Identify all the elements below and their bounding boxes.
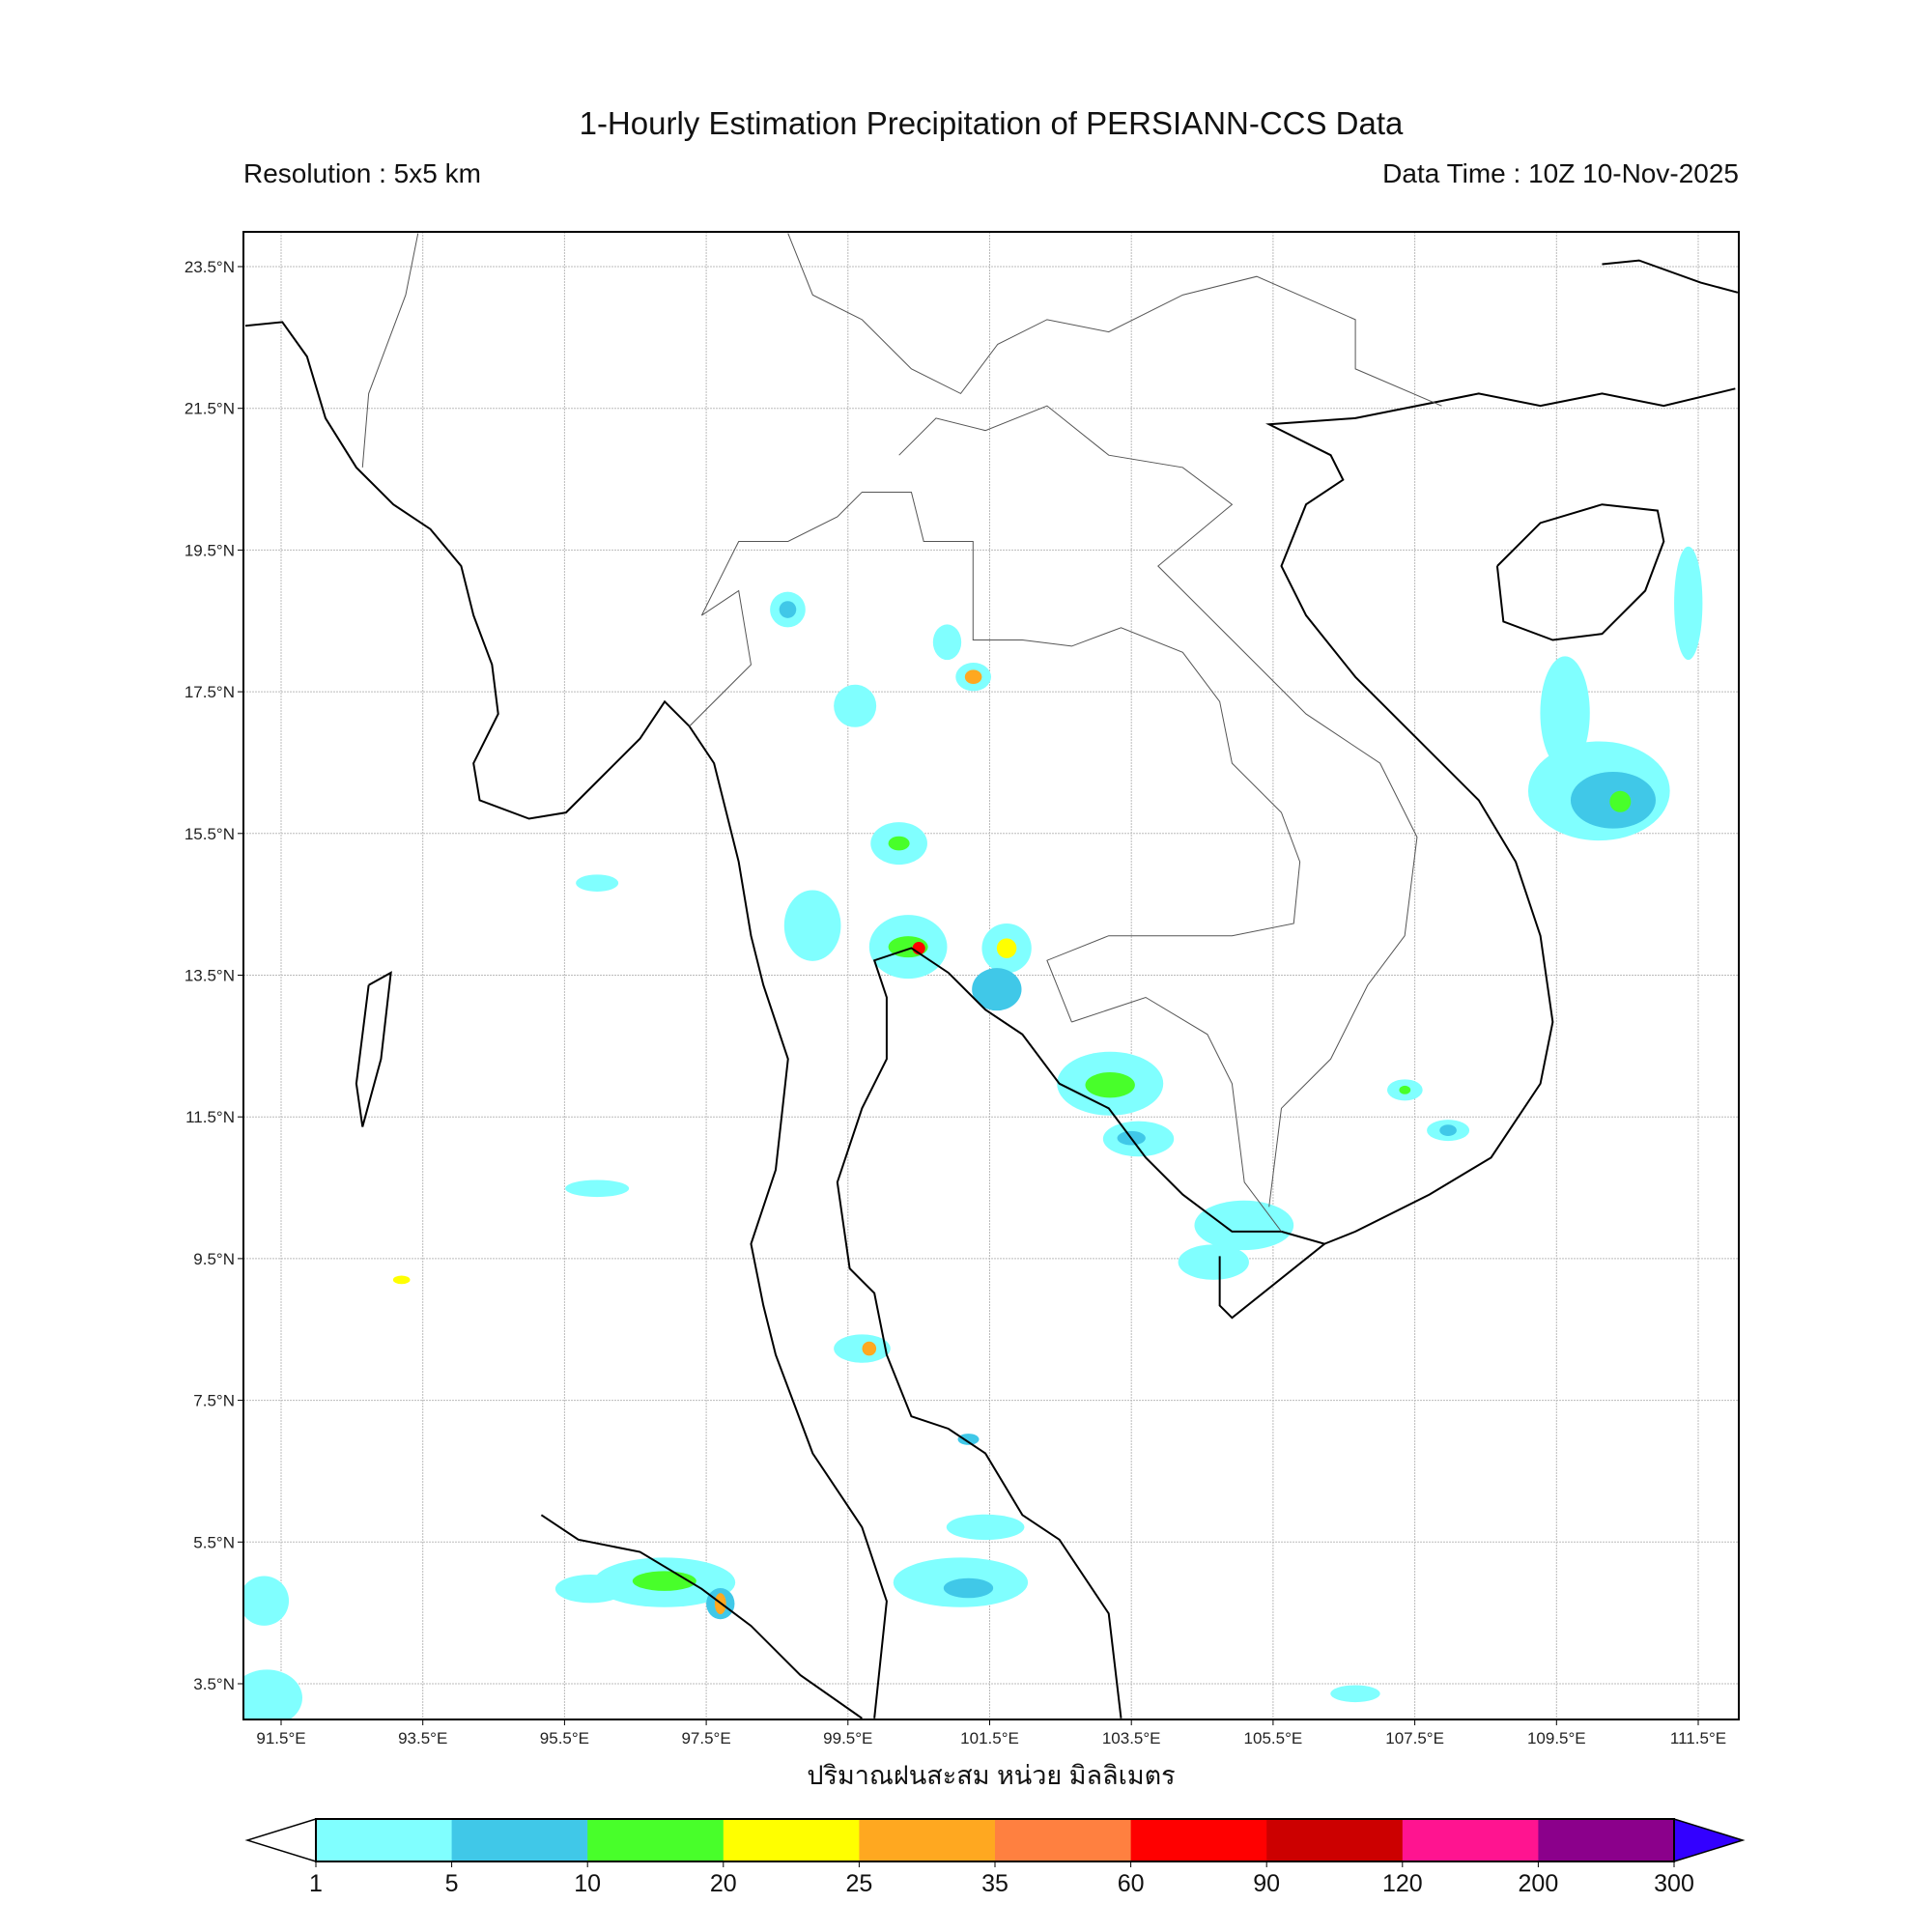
lat-tick-label: 15.5°N bbox=[185, 825, 235, 843]
rain-cell bbox=[964, 669, 982, 685]
rain-cell bbox=[243, 1576, 290, 1626]
colorbar-segment bbox=[995, 1819, 1132, 1861]
rain-cell bbox=[1540, 656, 1590, 770]
colorbar-tick-label: 200 bbox=[1519, 1870, 1559, 1897]
colorbar-segment bbox=[1538, 1819, 1675, 1861]
lon-tick-label: 107.5°E bbox=[1385, 1729, 1444, 1747]
lon-tick-label: 111.5°E bbox=[1670, 1729, 1726, 1747]
rain-cell bbox=[834, 684, 877, 727]
lon-tick-label: 105.5°E bbox=[1244, 1729, 1303, 1747]
country-border bbox=[700, 491, 1301, 1023]
colorbar-tick-label: 90 bbox=[1253, 1870, 1280, 1897]
rain-cell bbox=[1194, 1200, 1294, 1251]
colorbar-tick-label: 25 bbox=[845, 1870, 872, 1897]
rain-cell bbox=[996, 938, 1017, 958]
rain-cell bbox=[1399, 1085, 1411, 1094]
colorbar-label: ปริมาณฝนสะสม หน่วย มิลลิเมตร bbox=[807, 1761, 1176, 1790]
lat-tick-label: 7.5°N bbox=[193, 1392, 235, 1410]
lat-tick-label: 11.5°N bbox=[185, 1108, 235, 1126]
coastlines bbox=[244, 233, 1739, 1719]
rain-cell bbox=[243, 1669, 302, 1719]
colorbar-tick-label: 300 bbox=[1654, 1870, 1694, 1897]
lat-tick-label: 23.5°N bbox=[185, 258, 235, 276]
coastline bbox=[244, 321, 888, 1719]
rain-cell bbox=[834, 1334, 891, 1363]
lon-tick-label: 95.5°E bbox=[540, 1729, 589, 1747]
colorbar-tick-label: 60 bbox=[1118, 1870, 1145, 1897]
rain-cell bbox=[946, 1514, 1025, 1541]
colorbar-segment bbox=[723, 1819, 860, 1861]
resolution-label: Resolution : 5x5 km bbox=[243, 158, 481, 188]
coastline bbox=[1265, 387, 1736, 1245]
lon-tick-label: 91.5°E bbox=[256, 1729, 305, 1747]
lat-tick-label: 19.5°N bbox=[185, 541, 235, 559]
lon-tick-label: 93.5°E bbox=[398, 1729, 447, 1747]
rain-cell bbox=[972, 968, 1022, 1011]
rain-cell bbox=[779, 601, 797, 618]
rain-cell bbox=[565, 1179, 630, 1198]
colorbar: 1 5 10 20 25 35 60 90 120 200 300 bbox=[244, 1817, 1746, 1897]
rain-cells bbox=[243, 546, 1703, 1719]
lon-tick-label: 99.5°E bbox=[823, 1729, 872, 1747]
rain-cell bbox=[1609, 790, 1632, 812]
country-border bbox=[787, 233, 1442, 407]
coastline bbox=[836, 947, 1327, 1719]
rain-cell bbox=[1330, 1685, 1380, 1703]
rain-cell bbox=[888, 836, 910, 851]
coastline bbox=[540, 1514, 863, 1719]
rain-cell bbox=[943, 1577, 994, 1599]
colorbar-segment bbox=[1266, 1819, 1404, 1861]
country-border bbox=[1071, 996, 1282, 1233]
colorbar-tick-label: 5 bbox=[445, 1870, 459, 1897]
coastline bbox=[1495, 503, 1665, 641]
rain-cell bbox=[957, 1434, 980, 1445]
rain-cell bbox=[932, 624, 962, 661]
lon-tick-label: 101.5°E bbox=[960, 1729, 1019, 1747]
lat-tick-label: 17.5°N bbox=[185, 683, 235, 701]
rain-cell bbox=[1178, 1244, 1249, 1280]
country-border bbox=[689, 589, 752, 727]
rain-cell bbox=[1674, 546, 1703, 661]
rain-cell bbox=[1439, 1124, 1457, 1137]
colorbar-tick-label: 1 bbox=[309, 1870, 323, 1897]
colorbar-tick-label: 120 bbox=[1382, 1870, 1423, 1897]
data-time-label: Data Time : 10Z 10-Nov-2025 bbox=[1382, 158, 1739, 188]
colorbar-segment bbox=[316, 1819, 453, 1861]
rain-cell bbox=[783, 890, 841, 961]
colorbar-tick-label: 10 bbox=[574, 1870, 601, 1897]
rain-cell bbox=[554, 1575, 627, 1604]
lon-tick-label: 97.5°E bbox=[681, 1729, 730, 1747]
colorbar-segment bbox=[1402, 1819, 1539, 1861]
colorbar-tick-label: 35 bbox=[981, 1870, 1009, 1897]
lat-tick-label: 9.5°N bbox=[193, 1250, 235, 1268]
rain-cell bbox=[862, 1341, 877, 1356]
colorbar-over-arrow bbox=[1673, 1817, 1746, 1863]
colorbar-segment bbox=[859, 1819, 996, 1861]
coastline bbox=[1602, 259, 1739, 294]
colorbar-under-arrow bbox=[244, 1817, 317, 1863]
colorbar-segment bbox=[587, 1819, 724, 1861]
rain-cell bbox=[576, 874, 619, 892]
country-border bbox=[898, 405, 1418, 1208]
country-border bbox=[361, 233, 419, 468]
colorbar-tick-label: 20 bbox=[710, 1870, 737, 1897]
colorbar-segment bbox=[1130, 1819, 1267, 1861]
coastline bbox=[355, 971, 392, 1127]
rain-cell bbox=[392, 1275, 411, 1285]
lat-tick-label: 13.5°N bbox=[185, 967, 235, 985]
chart-title: 1-Hourly Estimation Precipitation of PER… bbox=[579, 105, 1404, 141]
lat-tick-label: 5.5°N bbox=[193, 1533, 235, 1551]
lat-tick-label: 21.5°N bbox=[185, 400, 235, 418]
colorbar-segment bbox=[451, 1819, 588, 1861]
lon-tick-label: 103.5°E bbox=[1102, 1729, 1161, 1747]
rain-cell bbox=[1085, 1071, 1135, 1098]
axis-ticks: 91.5°E 93.5°E 95.5°E 97.5°E 99.5°E 101.5°E 103… bbox=[185, 258, 1726, 1747]
lat-tick-label: 3.5°N bbox=[193, 1675, 235, 1693]
lon-tick-label: 109.5°E bbox=[1527, 1729, 1586, 1747]
